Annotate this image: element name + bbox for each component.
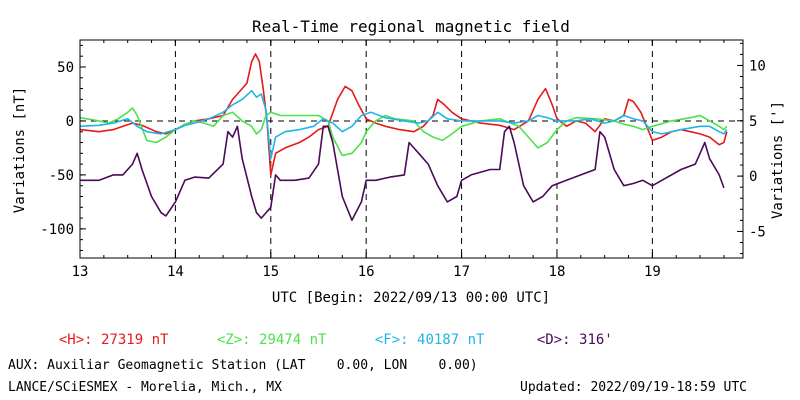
x-tick-label: 15 xyxy=(262,264,279,280)
legend-d-label: <D> xyxy=(536,332,563,348)
legend-z-label: <Z> xyxy=(216,332,243,348)
legend-z: <Z>: 29474 nT xyxy=(216,332,327,348)
x-tick-label: 17 xyxy=(453,264,470,280)
y-right-tick-label: 0 xyxy=(749,169,757,185)
y-left-tick-label: 0 xyxy=(66,114,74,130)
x-tick-label: 14 xyxy=(167,264,184,280)
series-line-d xyxy=(80,125,725,221)
aux-station-line: AUX: Auxiliar Geomagnetic Station (LAT 0… xyxy=(8,358,478,373)
legend-d-value: 316' xyxy=(579,332,613,348)
plot-frame xyxy=(79,39,744,259)
y-left-tick-label: -100 xyxy=(40,222,74,238)
x-axis: 13 14 15 16 17 18 19 xyxy=(72,40,725,280)
series-layer xyxy=(79,53,728,221)
day-gridlines xyxy=(80,40,743,258)
legend-h-label: <H> xyxy=(58,332,85,348)
x-tick-label: 18 xyxy=(549,264,566,280)
series-line-z xyxy=(79,107,728,157)
legend-h: <H>: 27319 nT xyxy=(58,332,169,348)
updated-timestamp: Updated: 2022/09/19-18:59 UTC xyxy=(520,380,747,395)
y-left-tick-label: 50 xyxy=(57,60,74,76)
x-tick-label: 19 xyxy=(644,264,661,280)
y-left-tick-label: -50 xyxy=(49,168,74,184)
x-tick-label: 13 xyxy=(72,264,89,280)
x-axis-title: UTC [Begin: 2022/09/13 00:00 UTC] xyxy=(272,290,550,306)
institution-line: LANCE/SCiESMEX - Morelia, Mich., MX xyxy=(8,380,282,395)
y-right-tick-label: 5 xyxy=(749,114,757,130)
legend-h-value: 27319 nT xyxy=(101,332,169,348)
legend-f-label: <F> xyxy=(374,332,401,348)
chart-title: Real-Time regional magnetic field xyxy=(252,17,570,36)
y-axis-right-title: Variations ['] xyxy=(770,101,786,219)
x-tick-label: 16 xyxy=(358,264,375,280)
series-line-h xyxy=(79,53,728,176)
y-axis-right: -5 0 5 10 xyxy=(737,42,766,255)
legend-f-value: 40187 nT xyxy=(417,332,485,348)
y-axis-left: -100 -50 0 50 xyxy=(40,44,86,251)
series-line-f xyxy=(79,89,728,160)
legend-z-value: 29474 nT xyxy=(259,332,327,348)
y-axis-left-title: Variations [nT] xyxy=(12,87,28,213)
legend-d: <D>: 316' xyxy=(536,332,613,348)
y-right-tick-label: 10 xyxy=(749,58,766,74)
y-right-tick-label: -5 xyxy=(749,224,766,240)
legend-f: <F>: 40187 nT xyxy=(374,332,485,348)
